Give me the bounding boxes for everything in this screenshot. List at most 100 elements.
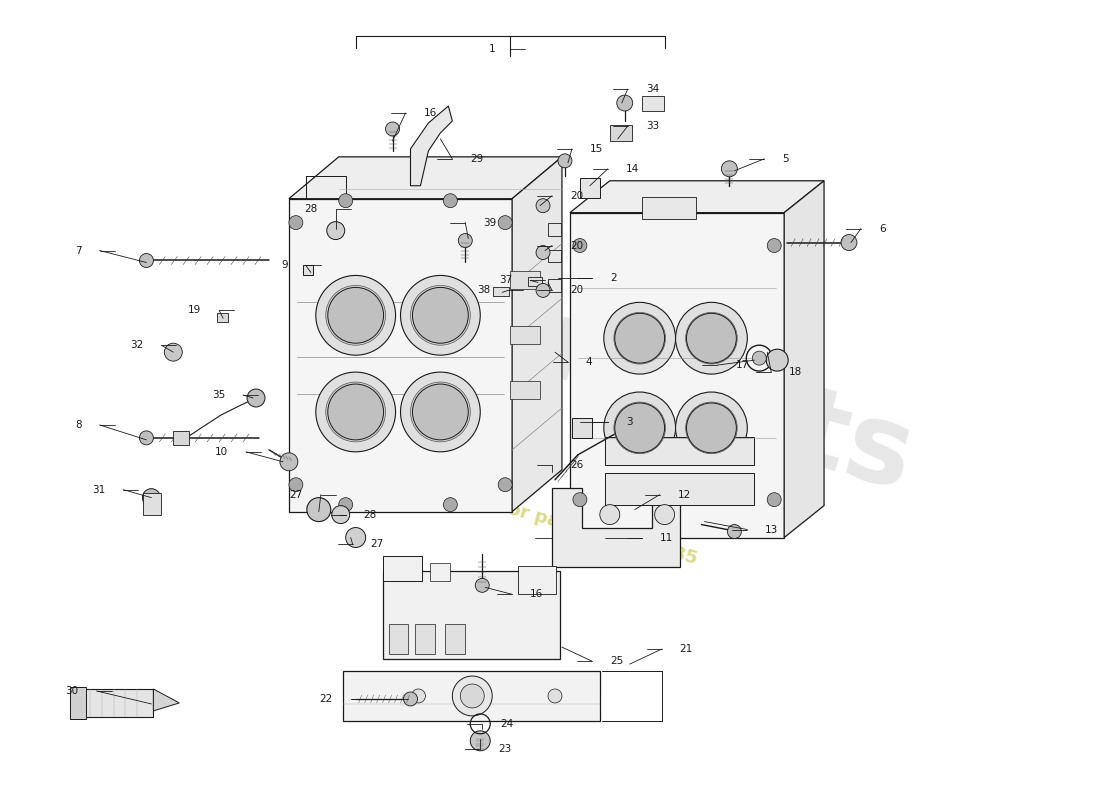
Circle shape: [558, 154, 572, 168]
Circle shape: [498, 216, 513, 230]
Text: 27: 27: [289, 490, 302, 500]
Text: 11: 11: [660, 533, 673, 542]
Bar: [518, 566, 556, 594]
Text: 12: 12: [678, 490, 691, 500]
Text: 31: 31: [92, 485, 106, 494]
Circle shape: [140, 254, 153, 267]
Circle shape: [615, 314, 664, 363]
Circle shape: [279, 453, 298, 470]
Circle shape: [411, 689, 426, 703]
Circle shape: [326, 382, 386, 442]
Bar: [510, 381, 540, 399]
Circle shape: [327, 222, 344, 239]
Circle shape: [339, 498, 353, 512]
Text: 20: 20: [570, 241, 583, 250]
Circle shape: [452, 676, 492, 716]
Circle shape: [767, 238, 781, 253]
Circle shape: [142, 489, 161, 506]
Bar: [416, 624, 436, 654]
Circle shape: [548, 689, 562, 703]
Bar: [510, 326, 540, 344]
Bar: [174, 431, 189, 445]
Circle shape: [536, 198, 550, 213]
Text: 35: 35: [212, 390, 226, 400]
Text: 8: 8: [75, 420, 81, 430]
Text: 22: 22: [319, 694, 333, 704]
Circle shape: [339, 194, 353, 208]
Circle shape: [842, 234, 857, 250]
Bar: [143, 493, 162, 514]
Circle shape: [140, 431, 153, 445]
Text: 28: 28: [305, 204, 318, 214]
Text: 4: 4: [586, 357, 593, 367]
Text: 7: 7: [75, 246, 81, 255]
Circle shape: [573, 493, 587, 506]
Bar: [572, 418, 592, 438]
Polygon shape: [784, 181, 824, 538]
Bar: [548, 222, 561, 235]
Polygon shape: [153, 689, 179, 711]
Text: 17: 17: [736, 360, 749, 370]
Circle shape: [460, 684, 484, 708]
Bar: [609, 125, 631, 141]
Text: 34: 34: [646, 84, 659, 94]
Circle shape: [686, 314, 736, 363]
Text: 32: 32: [130, 340, 143, 350]
Polygon shape: [289, 198, 513, 512]
Text: 1: 1: [488, 44, 495, 54]
Bar: [580, 178, 600, 198]
Circle shape: [752, 351, 767, 365]
Circle shape: [604, 392, 675, 464]
Text: 15: 15: [590, 144, 603, 154]
Text: 16: 16: [424, 108, 437, 118]
Circle shape: [443, 498, 458, 512]
Circle shape: [675, 392, 747, 464]
Circle shape: [345, 527, 365, 547]
Bar: [510, 271, 540, 290]
Circle shape: [400, 275, 481, 355]
Bar: [302, 266, 312, 275]
Circle shape: [400, 372, 481, 452]
Circle shape: [248, 389, 265, 407]
Bar: [343, 671, 600, 721]
Text: 6: 6: [879, 223, 886, 234]
Circle shape: [443, 194, 458, 208]
Text: 21: 21: [680, 644, 693, 654]
Text: 14: 14: [626, 164, 639, 174]
Circle shape: [471, 731, 491, 750]
Circle shape: [289, 478, 302, 492]
Text: 10: 10: [214, 447, 228, 457]
Circle shape: [328, 384, 384, 440]
Circle shape: [685, 312, 737, 364]
Bar: [548, 279, 561, 292]
Circle shape: [332, 506, 350, 523]
Text: 18: 18: [789, 367, 802, 377]
Circle shape: [412, 287, 469, 343]
Bar: [388, 624, 408, 654]
Circle shape: [727, 525, 741, 538]
Circle shape: [675, 302, 747, 374]
Bar: [217, 314, 228, 322]
Text: 25: 25: [609, 656, 623, 666]
Text: 33: 33: [646, 121, 659, 131]
Circle shape: [307, 498, 331, 522]
Text: euro: euro: [420, 262, 724, 439]
Text: 19: 19: [188, 306, 201, 315]
Bar: [446, 624, 465, 654]
Text: 20: 20: [570, 286, 583, 295]
Circle shape: [617, 95, 632, 111]
Bar: [641, 96, 663, 111]
Circle shape: [604, 302, 675, 374]
Polygon shape: [513, 157, 562, 512]
Text: 37: 37: [499, 275, 513, 286]
Bar: [84, 689, 153, 717]
Circle shape: [326, 286, 386, 345]
Circle shape: [536, 246, 550, 259]
Circle shape: [164, 343, 183, 361]
Bar: [605, 437, 755, 465]
Polygon shape: [570, 213, 784, 538]
Circle shape: [316, 275, 396, 355]
Bar: [605, 473, 755, 505]
Polygon shape: [570, 181, 824, 213]
Circle shape: [386, 122, 399, 136]
